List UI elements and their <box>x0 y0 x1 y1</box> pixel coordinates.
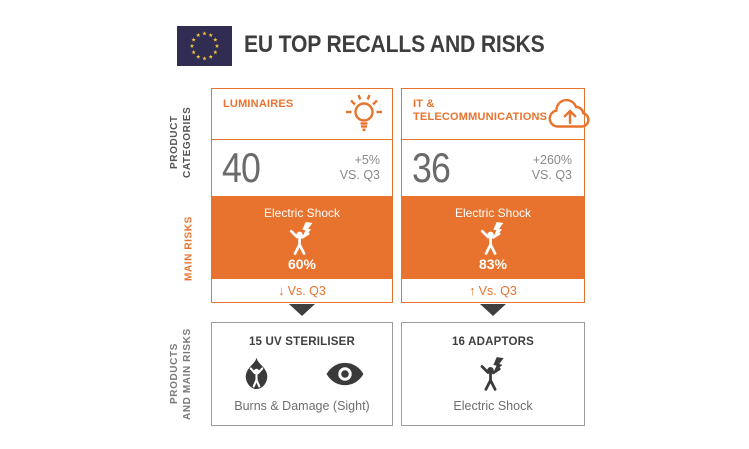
recall-count: 36 <box>412 144 451 191</box>
row-label-product-categories: PRODUCT CATEGORIES <box>166 88 196 196</box>
risk-name: Electric Shock <box>263 205 341 220</box>
row-label-main-risks: MAIN RISKS <box>183 216 195 282</box>
top-product-box-uv-steriliser: 15 UV STERILISER Burns & Damage (Sight) <box>211 322 393 426</box>
product-risk-icons <box>478 348 508 399</box>
recall-count: 40 <box>222 144 261 191</box>
down-arrow-icon: ↓ <box>278 283 285 298</box>
category-card-luminaires: LUMINAIRES 40 +5% VS. Q3 <box>211 88 393 303</box>
up-arrow-icon: ↑ <box>469 283 476 298</box>
eye-icon <box>326 362 364 386</box>
electric-shock-icon <box>478 357 508 391</box>
risk-percent: 60% <box>287 255 317 272</box>
row-label-line: AND MAIN RISKS <box>182 328 193 420</box>
product-title: 15 UV STERILISER <box>248 336 356 348</box>
category-header: LUMINAIRES <box>211 88 393 140</box>
trend-strip: ↑ Vs. Q3 <box>401 278 585 303</box>
main-risk-panel: Electric Shock 83% <box>401 197 585 278</box>
trend-strip: ↓ Vs. Q3 <box>211 278 393 303</box>
product-risk-label: Electric Shock <box>453 399 533 413</box>
main-risk-panel: Electric Shock 60% <box>211 197 393 278</box>
row-label-line: PRODUCT <box>169 115 180 169</box>
eu-flag-icon <box>177 26 232 66</box>
triangle-down-icon <box>289 304 315 316</box>
electric-shock-icon <box>478 222 508 255</box>
recall-count-panel: 36 +260% VS. Q3 <box>401 140 585 197</box>
category-title: IT & TELECOMMUNICATIONS <box>413 98 548 123</box>
category-card-it-telecommunications: IT & TELECOMMUNICATIONS 36 +260% VS. Q3 … <box>401 88 590 303</box>
risk-name: Electric Shock <box>454 205 532 220</box>
row-label-products-and-main-risks: PRODUCTS AND MAIN RISKS <box>166 322 196 426</box>
triangle-down-icon <box>480 304 506 316</box>
page-title: EU TOP RECALLS AND RISKS <box>244 31 545 58</box>
row-label-line: CATEGORIES <box>182 106 193 178</box>
category-header: IT & TELECOMMUNICATIONS <box>401 88 590 140</box>
cloud-upload-icon <box>547 98 593 131</box>
trend-label: Vs. Q3 <box>287 283 326 298</box>
trend-label: Vs. Q3 <box>478 283 517 298</box>
risk-percent: 83% <box>478 255 508 272</box>
product-risk-icons <box>241 348 364 399</box>
product-risk-label: Burns & Damage (Sight) <box>234 399 370 413</box>
category-title: LUMINAIRES <box>223 98 294 110</box>
top-product-box-adaptors: 16 ADAPTORS Electric Shock <box>401 322 585 426</box>
recall-change: +260% VS. Q3 <box>531 153 572 182</box>
recall-count-panel: 40 +5% VS. Q3 <box>211 140 393 197</box>
recall-change: +5% VS. Q3 <box>339 153 380 182</box>
electric-shock-icon <box>287 222 317 255</box>
lightbulb-icon <box>345 93 383 135</box>
product-title: 16 ADAPTORS <box>451 336 535 348</box>
burns-icon <box>241 357 272 390</box>
row-label-line: PRODUCTS <box>169 343 180 405</box>
